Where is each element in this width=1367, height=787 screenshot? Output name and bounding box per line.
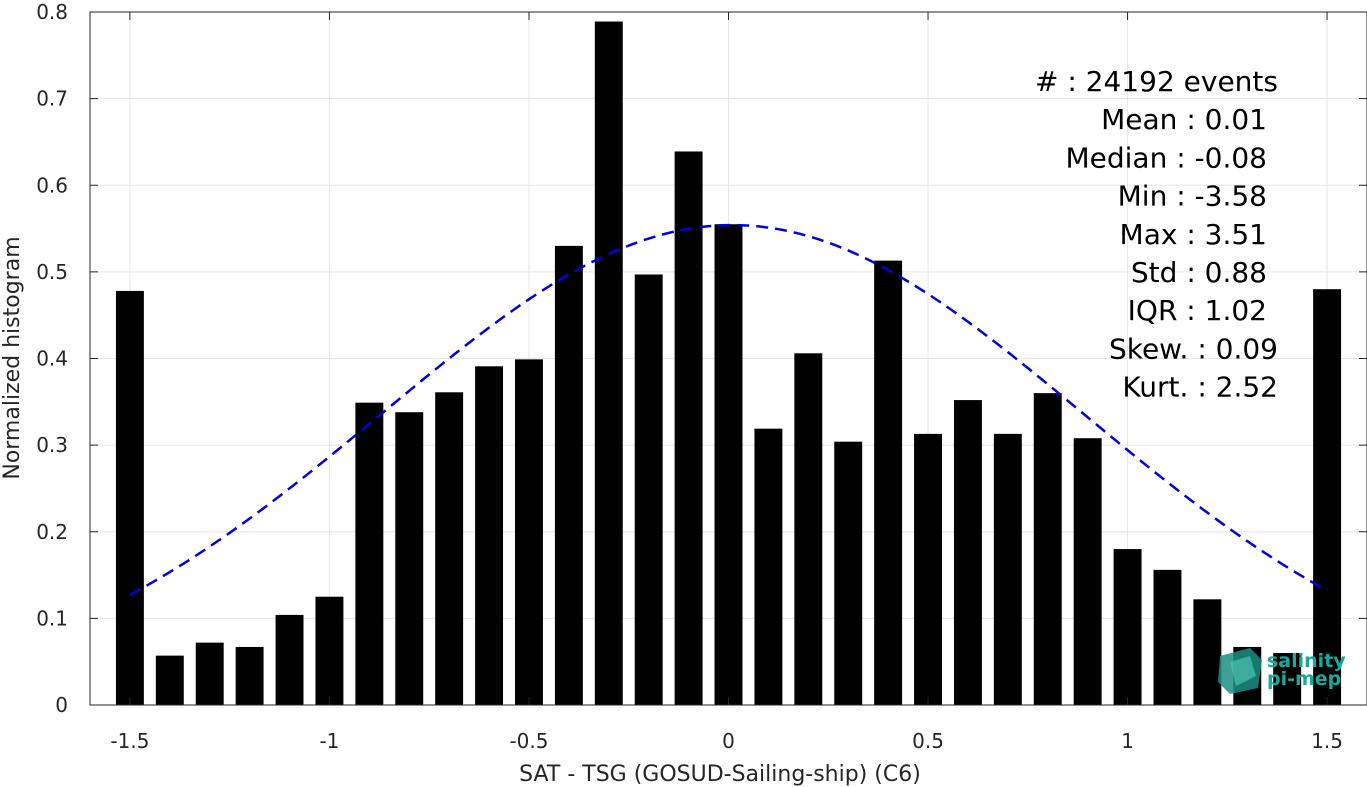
histogram-bar (714, 224, 743, 705)
histogram-bar (953, 400, 982, 705)
histogram-bar (235, 646, 264, 705)
histogram-bar (1313, 289, 1342, 705)
stat-line: Min : -3.58 (1118, 180, 1267, 213)
x-tick-label: 1 (1121, 729, 1134, 753)
statistics-box: # : 24192 events Mean : 0.01 Median : -0.0… (1035, 65, 1278, 404)
histogram-bar (475, 366, 504, 705)
histogram-bar (834, 441, 863, 705)
histogram-bar (1073, 438, 1102, 705)
x-tick-label: -0.5 (509, 729, 548, 753)
y-tick-label: 0.8 (36, 0, 68, 24)
histogram-bar (993, 433, 1022, 705)
histogram-bar (1113, 549, 1142, 705)
x-tick-labels: -1.5 -1 -0.5 0 0.5 1 1.5 (110, 729, 1343, 753)
x-tick-label: 0 (722, 729, 735, 753)
x-tick-label: -1.5 (110, 729, 149, 753)
histogram-bar (155, 655, 184, 705)
histogram-bar (115, 290, 144, 705)
histogram-bar (1273, 653, 1302, 705)
histogram-bar (1193, 599, 1222, 705)
histogram-bar (355, 402, 384, 705)
histogram-bar (1153, 569, 1182, 705)
histogram-bar (554, 245, 583, 705)
histogram-bar (634, 274, 663, 705)
salinity-pimep-logo: salinity pi-mep (1218, 648, 1346, 694)
histogram-bars (115, 21, 1342, 706)
histogram-bar (914, 433, 942, 705)
y-tick-label: 0.1 (36, 606, 68, 630)
y-tick-labels: 0 0.1 0.2 0.3 0.4 0.5 0.6 0.7 0.8 (36, 0, 68, 717)
y-tick-label: 0.7 (36, 87, 68, 111)
histogram-bar (794, 353, 823, 705)
x-tick-label: -1 (319, 729, 339, 753)
x-tick-label: 0.5 (912, 729, 944, 753)
stat-line: Max : 3.51 (1120, 218, 1267, 251)
stat-line: Kurt. : 2.52 (1122, 371, 1278, 404)
histogram-bar (435, 392, 464, 705)
stat-line: IQR : 1.02 (1128, 294, 1267, 327)
logo-text-salinity: salinity (1267, 650, 1346, 672)
stat-line: Median : -0.08 (1065, 141, 1267, 174)
histogram-bar (275, 614, 304, 705)
histogram-bar (395, 412, 424, 705)
histogram-bar (1033, 393, 1062, 705)
y-tick-label: 0.4 (36, 347, 68, 371)
y-tick-label: 0.2 (36, 520, 68, 544)
y-tick-label: 0.6 (36, 173, 68, 197)
histogram-bar (195, 642, 224, 705)
y-tick-label: 0.5 (36, 260, 68, 284)
histogram-bar (315, 596, 344, 705)
stat-line: # : 24192 events (1035, 65, 1278, 98)
gaussian-fit-curve (129, 223, 1328, 596)
histogram-bar (594, 21, 623, 706)
histogram-bar (754, 428, 783, 705)
histogram-bar (874, 260, 903, 705)
histogram-bar (515, 359, 543, 705)
y-axis-label: Normalized histogram (0, 236, 25, 479)
stat-line: Std : 0.88 (1131, 256, 1267, 289)
x-tick-label: 1.5 (1311, 729, 1343, 753)
y-tick-label: 0.3 (36, 433, 68, 457)
stat-line: Mean : 0.01 (1101, 103, 1267, 136)
stat-line: Skew. : 0.09 (1109, 332, 1278, 365)
logo-text-pimep: pi-mep (1267, 668, 1341, 690)
axis-ticks (90, 11, 1367, 706)
x-axis-label: SAT - TSG (GOSUD-Sailing-ship) (C6) (519, 762, 921, 787)
histogram-bar (674, 151, 703, 705)
y-tick-label: 0 (55, 693, 68, 717)
